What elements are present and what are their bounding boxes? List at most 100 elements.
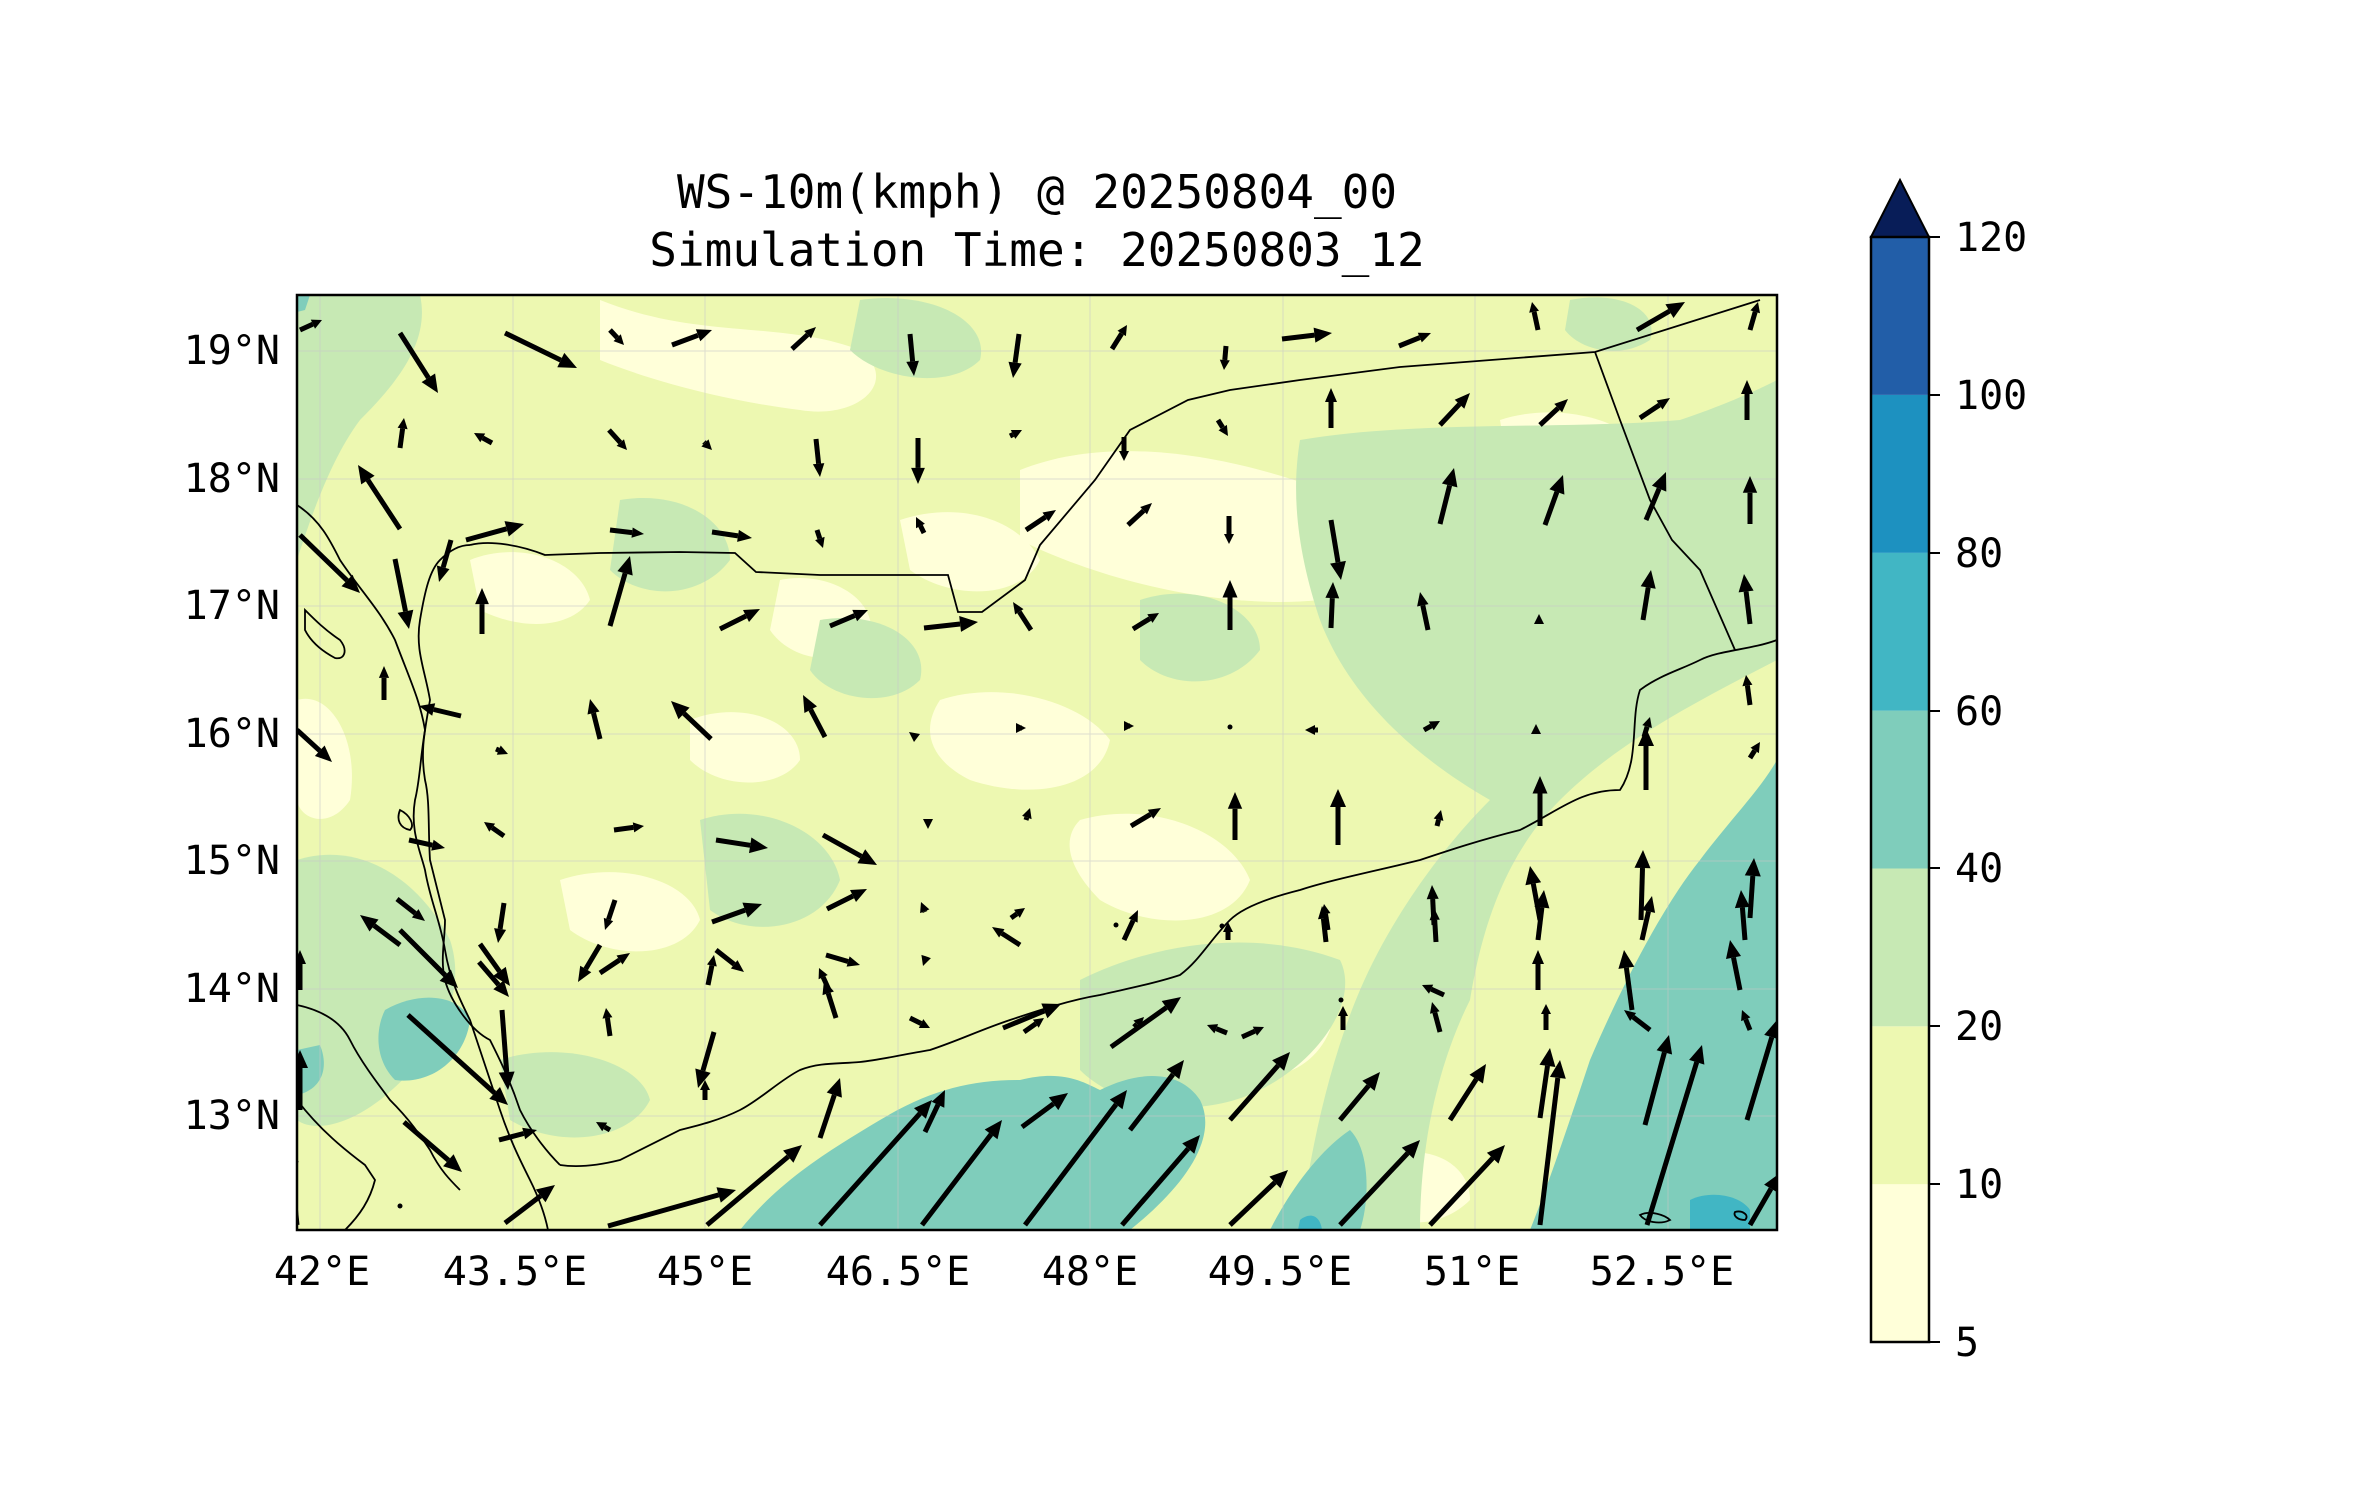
wind-field-60-80-areas (1298, 1194, 1750, 1230)
wind-vector (477, 960, 509, 997)
islands (304, 607, 1748, 1224)
horn-coastline (297, 1004, 461, 1191)
wind-vector (818, 1100, 932, 1227)
wind-vector (1537, 1048, 1556, 1119)
colorbar-band (1871, 394, 1929, 553)
wind-vector (1121, 910, 1138, 942)
wind-vector (1537, 1060, 1566, 1226)
wind-vector (475, 588, 489, 634)
wind-vector (1222, 580, 1238, 630)
wind-vector (578, 943, 603, 982)
wind-vector (1638, 728, 1654, 790)
wind-vector (1330, 789, 1346, 845)
wind-vector (908, 1015, 930, 1028)
wind-vector (484, 822, 506, 839)
wind-vector (397, 331, 438, 393)
wind-vector (360, 915, 402, 947)
wind-vector (825, 952, 860, 967)
wind-vector (392, 558, 414, 629)
wind-vector (477, 942, 510, 986)
wind-vector (911, 438, 925, 484)
djibouti-border (297, 1099, 376, 1230)
wind-vector (1529, 302, 1541, 331)
wind-vector (1020, 1093, 1068, 1130)
wind-vector (1119, 437, 1129, 461)
colorbar-ticks (1929, 236, 1940, 1343)
wind-vector (1433, 810, 1444, 827)
wind-vector (1240, 1026, 1264, 1040)
colorbar-band (1871, 1026, 1929, 1185)
wind-vector (1634, 850, 1651, 921)
y-tick-label: 13°N (184, 1093, 280, 1139)
colorbar: 120 100 80 60 40 20 10 5 (1869, 177, 2027, 1366)
wind-vector (1741, 1010, 1753, 1031)
y-tick-label: 16°N (184, 711, 280, 757)
title-line-2: Simulation Time: 20250803_12 (649, 223, 1425, 277)
wind-vector (920, 1120, 1002, 1227)
wind-vector (1008, 430, 1022, 439)
wind-vector (1747, 302, 1760, 331)
african-coastline (297, 504, 549, 1230)
wind-vector (1422, 984, 1446, 998)
wind-vector (1643, 472, 1667, 521)
wind-vector (1109, 325, 1127, 351)
wind-vector (1023, 1090, 1127, 1227)
wind-vector (671, 701, 713, 741)
wind-vector (1022, 808, 1032, 821)
wind-vector (603, 899, 618, 930)
wind-vector (817, 1078, 842, 1139)
wind-vector (1338, 1072, 1380, 1122)
wind-vector (1618, 950, 1635, 1011)
wind-vector (909, 732, 920, 742)
y-tick-label: 18°N (184, 456, 280, 502)
wind-vector (921, 954, 931, 966)
wind-vector (671, 329, 712, 348)
wind-vector (711, 529, 752, 542)
wind-vector-dot (1219, 923, 1225, 929)
wind-vector (923, 616, 978, 632)
wind-vector (1022, 1018, 1044, 1035)
wind-vector (1635, 302, 1685, 333)
wind-vector (1741, 380, 1753, 420)
wind-vectors (297, 302, 1777, 1229)
wind-vector (1120, 1135, 1200, 1227)
wind-vector (906, 333, 919, 376)
y-tick-label: 14°N (184, 966, 280, 1012)
wind-vector (992, 927, 1022, 948)
wind-vector (1430, 1002, 1443, 1033)
wind-vector-dot (397, 1203, 403, 1209)
yemen-saudi-border (469, 299, 1761, 613)
wind-vector (1642, 1035, 1673, 1126)
wind-vector (1223, 922, 1233, 940)
wind-vector (814, 529, 825, 548)
wind-vector (1016, 723, 1026, 733)
wind-vector (822, 980, 839, 1019)
wind-field-40-60-areas (297, 295, 1777, 1230)
x-tick-label: 46.5°E (826, 1249, 971, 1295)
wind-vector (1532, 776, 1548, 826)
colorbar-label: 20 (1955, 1004, 2003, 1050)
colorbar-band (1871, 710, 1929, 869)
y-tick-label: 19°N (184, 328, 280, 374)
wind-vector (1538, 399, 1568, 427)
wind-vector (711, 902, 762, 925)
wind-vector (825, 889, 867, 912)
wind-vector (1024, 510, 1056, 533)
wind-vector (608, 328, 624, 345)
colorbar-band (1871, 552, 1929, 711)
x-tick-label: 42°E (274, 1249, 370, 1295)
wind-vector (714, 948, 744, 972)
wind-vector-dot (1227, 724, 1233, 730)
colorbar-extend-triangle (1869, 177, 1931, 238)
wind-vector (598, 953, 630, 976)
wind-vector (1747, 742, 1760, 760)
wind-vector (1109, 997, 1181, 1050)
wind-vector (1228, 1170, 1288, 1227)
wind-vector (1224, 516, 1234, 544)
red-sea-coastline (417, 544, 561, 1166)
wind-vector (1428, 1145, 1505, 1227)
wind-vector (596, 1122, 612, 1133)
wind-vector (1009, 908, 1025, 921)
wind-vector (1338, 1006, 1348, 1030)
